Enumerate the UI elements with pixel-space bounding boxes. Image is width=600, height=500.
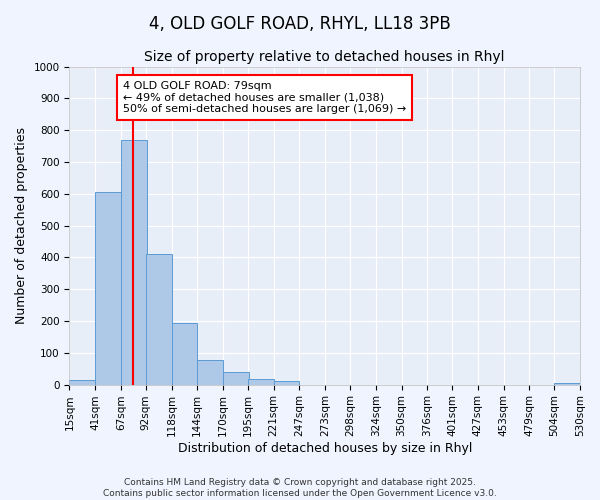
Bar xyxy=(146,254,172,384)
Bar xyxy=(223,372,249,384)
X-axis label: Distribution of detached houses by size in Rhyl: Distribution of detached houses by size … xyxy=(178,442,472,455)
Bar xyxy=(274,382,299,384)
Bar xyxy=(172,323,197,384)
Bar xyxy=(554,383,580,384)
Title: Size of property relative to detached houses in Rhyl: Size of property relative to detached ho… xyxy=(145,50,505,64)
Text: 4, OLD GOLF ROAD, RHYL, LL18 3PB: 4, OLD GOLF ROAD, RHYL, LL18 3PB xyxy=(149,15,451,33)
Text: 4 OLD GOLF ROAD: 79sqm
← 49% of detached houses are smaller (1,038)
50% of semi-: 4 OLD GOLF ROAD: 79sqm ← 49% of detached… xyxy=(123,81,406,114)
Bar xyxy=(248,379,274,384)
Bar xyxy=(197,360,223,384)
Bar xyxy=(95,192,121,384)
Text: Contains HM Land Registry data © Crown copyright and database right 2025.
Contai: Contains HM Land Registry data © Crown c… xyxy=(103,478,497,498)
Bar xyxy=(70,380,95,384)
Y-axis label: Number of detached properties: Number of detached properties xyxy=(15,127,28,324)
Bar xyxy=(121,140,147,384)
